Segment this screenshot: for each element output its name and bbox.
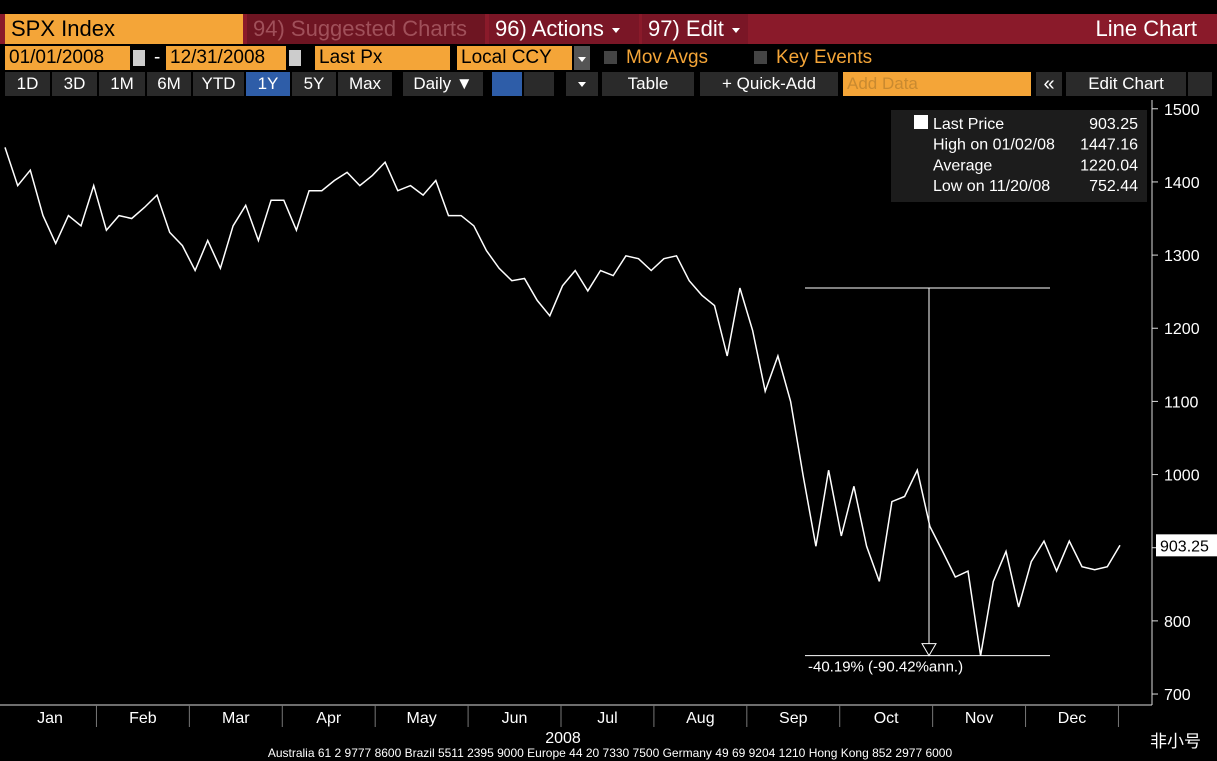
security[interactable]: SPX Index <box>5 14 243 44</box>
legend-label: High on 01/02/08 <box>933 137 1055 154</box>
x-tick-label: Aug <box>686 710 714 727</box>
y-tick-label: 1500 <box>1164 102 1200 119</box>
legend-label: Average <box>933 157 992 174</box>
frequency[interactable]: Daily ▼ <box>403 72 483 96</box>
period-button[interactable]: 6M <box>147 72 191 96</box>
price-line <box>4 147 1121 656</box>
collapse[interactable]: « <box>1036 72 1062 96</box>
mov-avgs[interactable]: Mov Avgs <box>626 47 709 68</box>
add-data[interactable]: Add Data <box>843 72 1031 96</box>
chart-dropdown[interactable] <box>566 72 598 96</box>
quick-add[interactable]: + Quick-Add <box>700 72 838 96</box>
table-button[interactable]: Table <box>602 72 694 96</box>
legend-swatch <box>914 115 928 129</box>
legend-value: 1447.16 <box>1080 137 1138 154</box>
checkbox[interactable] <box>604 51 617 64</box>
x-tick-label: Sep <box>779 710 808 727</box>
y-tick-label: 1400 <box>1164 175 1200 192</box>
period-button[interactable]: 5Y <box>292 72 336 96</box>
field[interactable]: Last Px <box>315 46 450 70</box>
view-name: Line Chart <box>752 14 1207 44</box>
date-separator: - <box>154 47 161 68</box>
x-tick-label: Dec <box>1058 710 1086 727</box>
bar-icon[interactable] <box>524 72 554 96</box>
x-tick-label: May <box>407 710 437 727</box>
legend-value: 752.44 <box>1089 178 1138 195</box>
watermark: 非小号 <box>1150 732 1201 751</box>
x-axis-title: 2008 <box>545 730 581 747</box>
checkbox[interactable] <box>754 51 767 64</box>
x-tick-label: Oct <box>874 710 899 727</box>
x-tick-label: Nov <box>965 710 993 727</box>
currency-dropdown[interactable] <box>574 46 590 70</box>
legend-label: Low on 11/20/08 <box>933 178 1050 195</box>
y-tick-label: 1200 <box>1164 321 1200 338</box>
period-button[interactable]: 1D <box>5 72 50 96</box>
actions-menu[interactable]: 96) Actions <box>489 14 639 44</box>
currency[interactable]: Local CCY <box>457 46 572 70</box>
annotation-label: -40.19% (-90.42%ann.) <box>808 659 963 676</box>
y-tick-label: 900 <box>1164 541 1191 558</box>
calendar-icon[interactable] <box>289 50 301 66</box>
legend-box <box>891 110 1147 202</box>
key-events[interactable]: Key Events <box>776 47 873 68</box>
actions-label: 96) Actions <box>495 16 604 41</box>
line-icon[interactable] <box>492 72 522 96</box>
x-tick-label: Feb <box>129 710 157 727</box>
y-tick-label: 700 <box>1164 687 1191 704</box>
calendar-icon[interactable] <box>133 50 145 66</box>
end-date[interactable]: 12/31/2008 <box>166 46 286 70</box>
footer: Australia 61 2 9777 8600 Brazil 5511 239… <box>268 746 953 760</box>
y-tick-label: 1100 <box>1164 394 1199 411</box>
edit-label: 97) Edit <box>648 16 724 41</box>
edit-menu[interactable]: 97) Edit <box>642 14 748 44</box>
suggested-charts[interactable]: 94) Suggested Charts <box>247 14 485 44</box>
x-tick-label: Jan <box>37 710 63 727</box>
legend-value: 903.25 <box>1089 116 1138 133</box>
arrow-head <box>921 643 937 657</box>
y-tick-label: 1300 <box>1164 248 1200 265</box>
x-tick-label: Apr <box>316 710 342 727</box>
period-button[interactable]: 1M <box>99 72 145 96</box>
period-button[interactable]: 1Y <box>246 72 290 96</box>
x-tick-label: Mar <box>222 710 250 727</box>
x-tick-label: Jul <box>597 710 617 727</box>
legend-label: Last Price <box>933 116 1004 133</box>
period-button[interactable]: YTD <box>193 72 244 96</box>
legend-value: 1220.04 <box>1080 157 1138 174</box>
last-price-tag <box>1156 534 1217 557</box>
start-date[interactable]: 01/01/2008 <box>5 46 130 70</box>
period-button[interactable]: 3D <box>52 72 97 96</box>
period-button[interactable]: Max <box>338 72 392 96</box>
last-price-label: 903.25 <box>1160 538 1209 555</box>
settings-icon[interactable] <box>1188 72 1212 96</box>
y-tick-label: 800 <box>1164 614 1191 631</box>
y-tick-label: 1000 <box>1164 468 1200 485</box>
edit-chart[interactable]: Edit Chart <box>1066 72 1186 96</box>
x-tick-label: Jun <box>502 710 528 727</box>
